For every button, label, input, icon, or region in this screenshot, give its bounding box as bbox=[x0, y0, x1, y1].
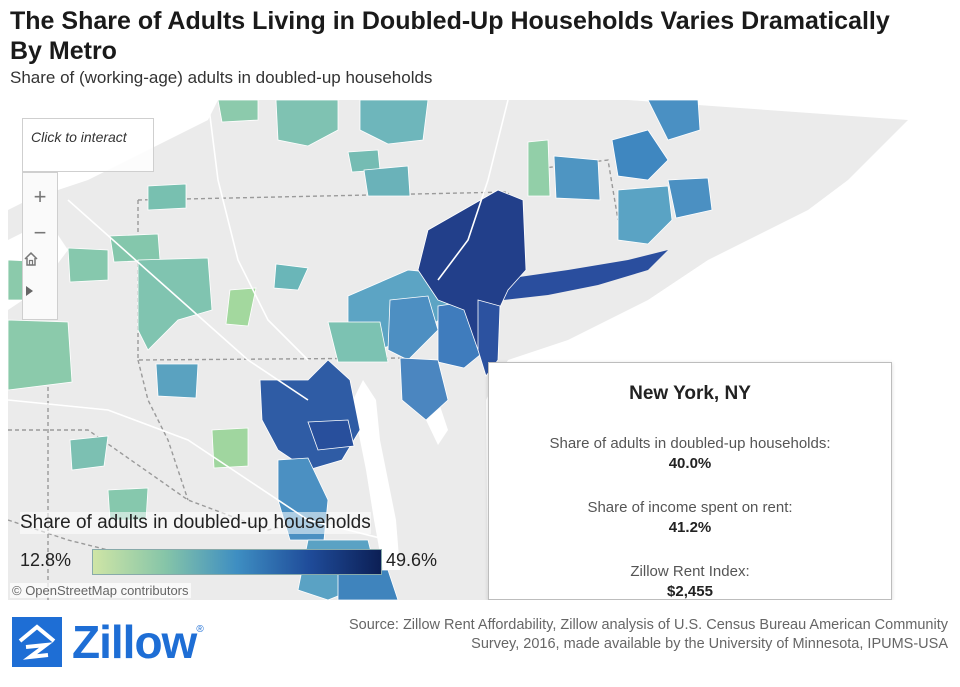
chesapeake-bay bbox=[353, 380, 400, 570]
source-note: Source: Zillow Rent Affordability, Zillo… bbox=[348, 617, 948, 652]
metro-area bbox=[273, 263, 309, 291]
metro-area bbox=[327, 321, 389, 363]
metro-area bbox=[69, 435, 109, 471]
map-zoom-controls: + − bbox=[22, 172, 58, 320]
legend-color-bar bbox=[92, 549, 382, 575]
metro-tooltip: New York, NY Share of adults in doubled-… bbox=[488, 362, 892, 600]
legend-min-label: 12.8% bbox=[20, 550, 72, 570]
legend-title: Share of adults in doubled-up households bbox=[20, 512, 371, 534]
metro-area bbox=[611, 129, 669, 181]
tooltip-rent-value: $2,455 bbox=[667, 583, 713, 600]
map-attribution[interactable]: © OpenStreetMap contributors bbox=[10, 583, 191, 598]
metro-area bbox=[363, 165, 411, 197]
metro-area bbox=[137, 257, 213, 351]
metro-area bbox=[527, 139, 551, 197]
map-panel[interactable]: Click to interact + − Share of adults in… bbox=[8, 100, 948, 600]
registered-mark: ® bbox=[196, 624, 204, 635]
play-icon[interactable] bbox=[23, 285, 57, 321]
metro-area bbox=[387, 295, 439, 361]
metro-area bbox=[359, 100, 429, 145]
metro-area bbox=[647, 100, 701, 141]
long-island bbox=[498, 250, 668, 300]
metro-area bbox=[147, 183, 187, 211]
metro-area bbox=[225, 287, 257, 327]
minus-icon[interactable]: − bbox=[33, 220, 47, 245]
legend-max-label: 49.6% bbox=[386, 550, 438, 570]
metro-area bbox=[217, 100, 259, 123]
metro-area bbox=[259, 359, 361, 471]
tooltip-metro-name: New York, NY bbox=[629, 383, 751, 404]
highways bbox=[8, 100, 509, 541]
metro-area bbox=[155, 363, 199, 399]
tooltip-income-label: Share of income spent on rent: bbox=[587, 499, 793, 516]
chart-title: The Share of Adults Living in Doubled-Up… bbox=[10, 7, 890, 65]
click-to-interact-note[interactable]: Click to interact bbox=[22, 118, 154, 172]
zillow-house-icon bbox=[12, 617, 62, 667]
tooltip-share-label: Share of adults in doubled-up households… bbox=[549, 435, 831, 452]
metro-area bbox=[399, 357, 449, 421]
metro-area bbox=[211, 427, 249, 469]
metro-area bbox=[67, 247, 109, 283]
zillow-logo[interactable]: Zillow ® bbox=[12, 614, 204, 670]
home-icon[interactable] bbox=[23, 251, 57, 287]
tooltip-share-value: 40.0% bbox=[668, 455, 712, 472]
tooltip-income-value: 41.2% bbox=[668, 519, 712, 536]
plus-icon[interactable]: + bbox=[33, 184, 47, 209]
zillow-wordmark: Zillow bbox=[72, 616, 197, 668]
metro-area bbox=[109, 233, 161, 263]
chart-subtitle: Share of (working-age) adults in doubled… bbox=[10, 68, 433, 87]
metro-area bbox=[553, 155, 601, 201]
metro-area bbox=[275, 100, 339, 147]
metro-area bbox=[667, 177, 713, 219]
metro-area bbox=[8, 319, 73, 391]
metro-area bbox=[307, 419, 355, 451]
tooltip-rent-label: Zillow Rent Index: bbox=[630, 563, 750, 580]
metro-area bbox=[617, 185, 673, 245]
